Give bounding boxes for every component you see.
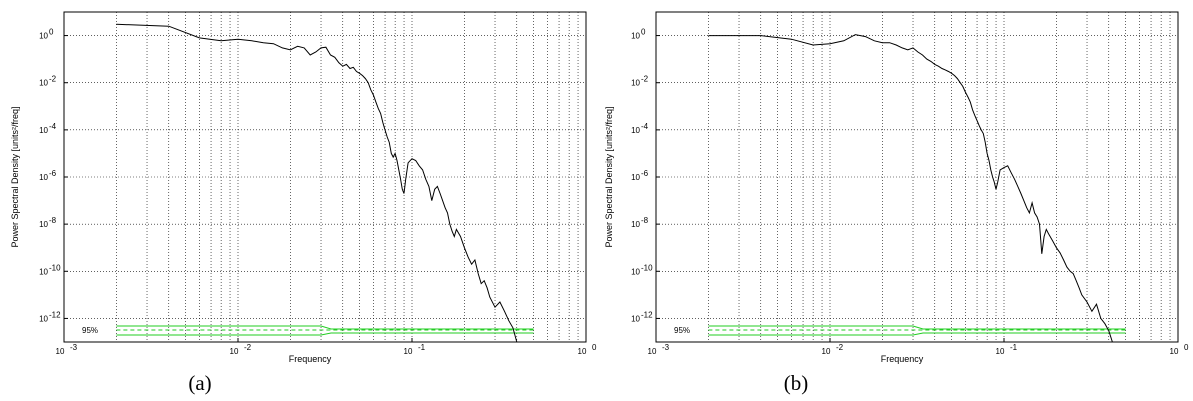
y-tick-exponent: -6: [49, 169, 57, 178]
y-tick-label: 10: [631, 126, 640, 135]
y-tick-label: 10: [39, 126, 48, 135]
x-tick-label: 10: [822, 347, 831, 356]
chart-panel-b: 10 -3 10 -2 10 -1 10 010 010 -210 -410 -610 -810 -101…: [604, 11, 1189, 395]
x-tick-label: 10: [404, 347, 413, 356]
y-tick-label: 10: [39, 173, 48, 182]
y-tick-label: 10: [631, 173, 640, 182]
chart-panel-a: 10 -3 10 -2 10 -1 10 010 010 -210 -410 -610 -810 -101…: [10, 11, 597, 395]
y-axis-label: Power Spectral Density [units²/freq]: [10, 106, 20, 247]
x-tick-label: 10: [56, 347, 65, 356]
x-tick-exponent: -2: [244, 343, 252, 352]
confidence-band: [708, 325, 1126, 336]
y-tick-label: 10: [631, 314, 640, 323]
y-axis-label: Power Spectral Density [units²/freq]: [604, 106, 614, 247]
y-tick-exponent: -2: [49, 75, 57, 84]
x-tick-label: 10: [996, 347, 1005, 356]
x-tick-exponent: -1: [1010, 343, 1018, 352]
y-tick-label: 10: [631, 220, 640, 229]
y-tick-label: 10: [39, 314, 48, 323]
psd-series-line: [708, 34, 1126, 343]
y-tick-exponent: -10: [49, 263, 61, 272]
x-tick-label: 10: [648, 347, 657, 356]
confidence-lower-line: [116, 332, 534, 336]
y-tick-label: 10: [631, 267, 640, 276]
confidence-upper-line: [116, 325, 534, 330]
x-tick-label: 10: [578, 347, 587, 356]
y-tick-label: 10: [631, 32, 640, 41]
x-tick-exponent: -3: [662, 343, 670, 352]
x-axis-label: Frequency: [289, 354, 332, 364]
y-tick-exponent: -8: [49, 216, 57, 225]
panel-caption: (b): [784, 371, 809, 395]
x-tick-exponent: 0: [1184, 343, 1189, 352]
grid-lines: [656, 12, 1178, 342]
confidence-label: 95%: [82, 326, 98, 335]
y-tick-exponent: 0: [49, 28, 54, 37]
y-tick-exponent: -2: [641, 75, 649, 84]
y-tick-exponent: -12: [49, 310, 61, 319]
x-tick-exponent: -1: [418, 343, 426, 352]
y-tick-exponent: -4: [641, 122, 649, 131]
y-tick-exponent: -10: [641, 263, 653, 272]
y-tick-label: 10: [39, 267, 48, 276]
y-tick-label: 10: [39, 79, 48, 88]
x-tick-exponent: -2: [836, 343, 844, 352]
x-tick-label: 10: [230, 347, 239, 356]
confidence-label: 95%: [674, 326, 690, 335]
psd-series-line: [116, 23, 534, 343]
confidence-lower-line: [708, 332, 1126, 336]
y-tick-exponent: -12: [641, 310, 653, 319]
panel-caption: (a): [188, 371, 211, 395]
y-tick-label: 10: [631, 79, 640, 88]
y-tick-exponent: -4: [49, 122, 57, 131]
y-tick-label: 10: [39, 220, 48, 229]
y-tick-label: 10: [39, 32, 48, 41]
x-tick-exponent: 0: [592, 343, 597, 352]
grid-lines: [64, 12, 586, 342]
confidence-upper-line: [708, 325, 1126, 330]
x-tick-label: 10: [1170, 347, 1179, 356]
y-tick-exponent: 0: [641, 28, 646, 37]
y-tick-exponent: -8: [641, 216, 649, 225]
x-tick-exponent: -3: [70, 343, 78, 352]
y-tick-exponent: -6: [641, 169, 649, 178]
confidence-band: [116, 325, 534, 336]
x-axis-label: Frequency: [881, 354, 924, 364]
